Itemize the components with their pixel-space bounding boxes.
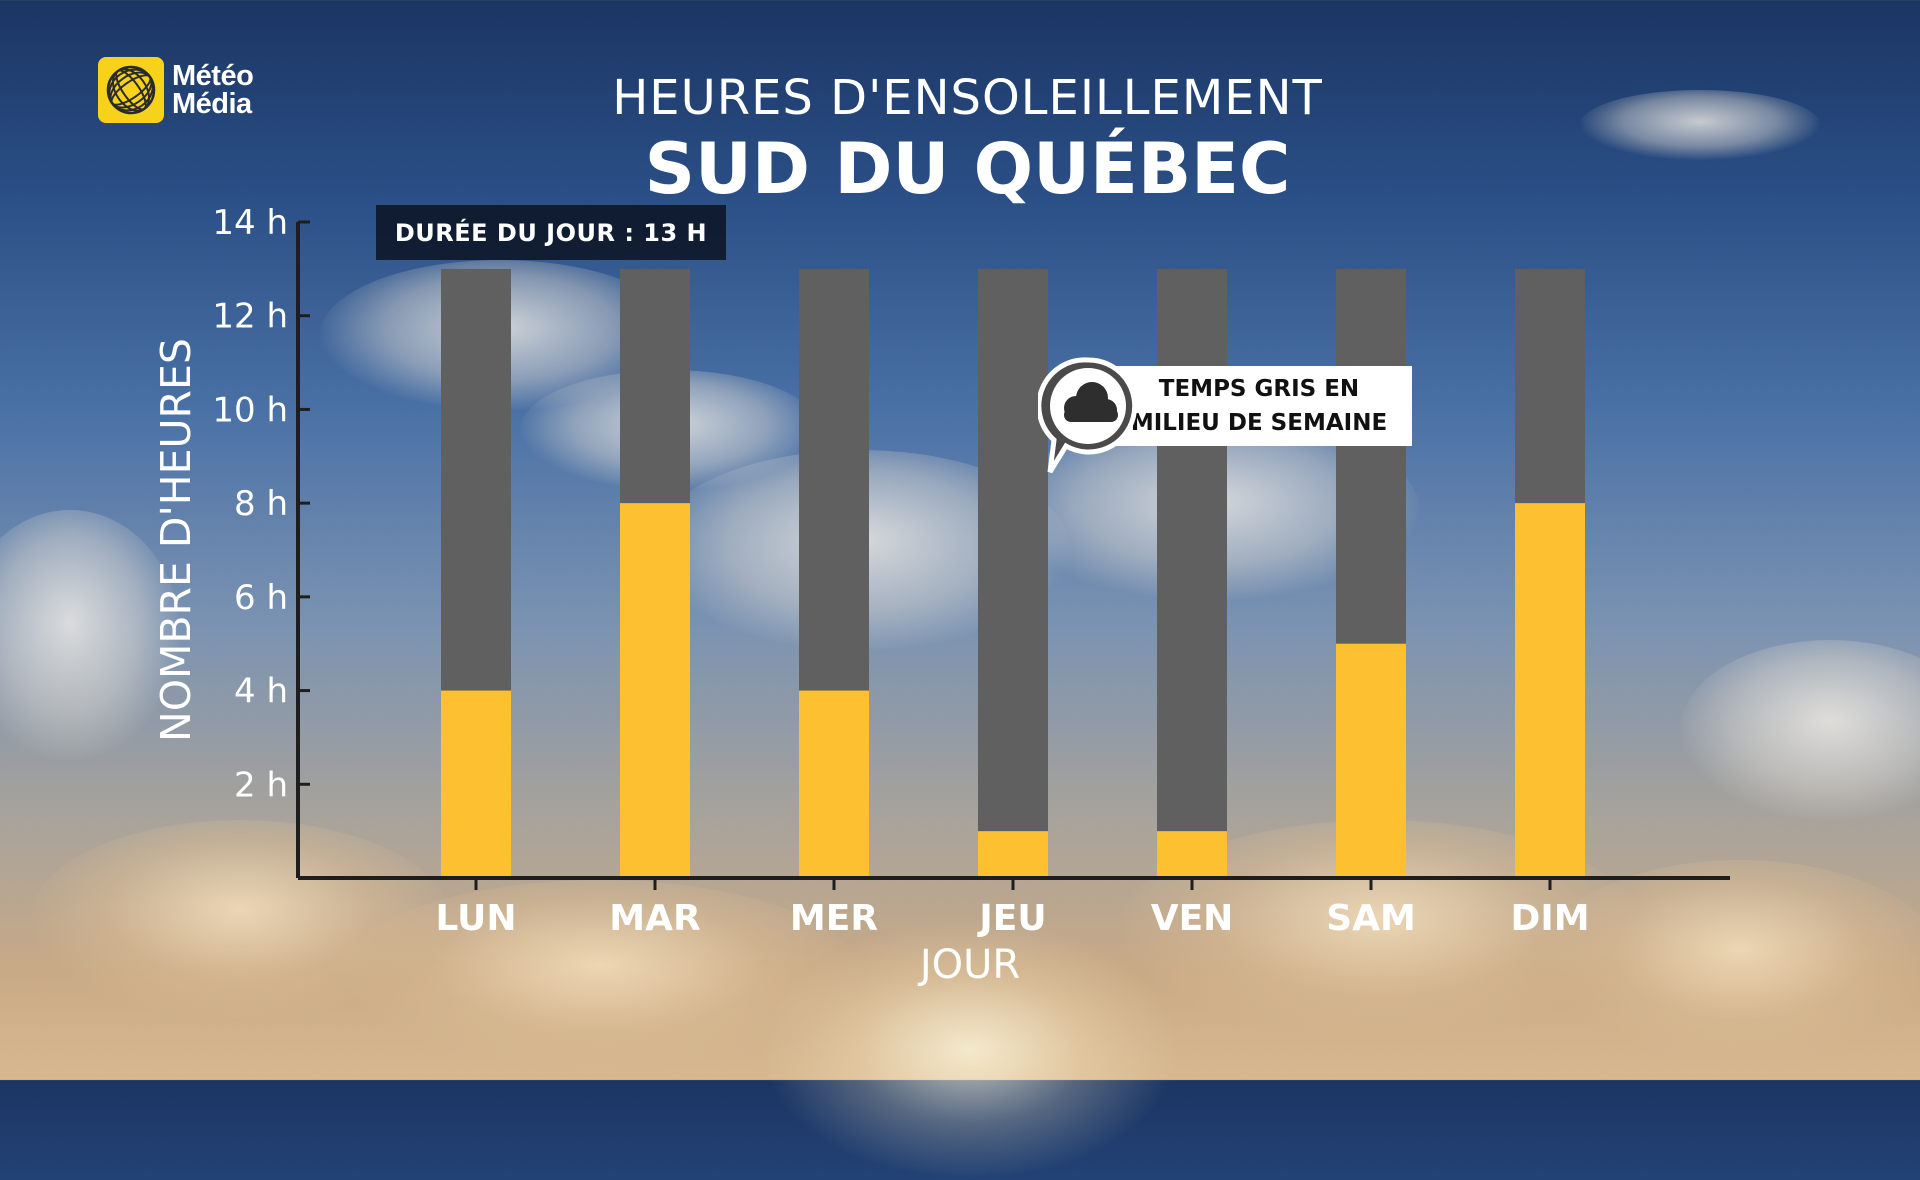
logo-line-1: Météo bbox=[172, 60, 254, 92]
y-tick-label: 2 h bbox=[234, 765, 288, 805]
background-cloud bbox=[1580, 90, 1820, 160]
x-tick-label: JEU bbox=[976, 898, 1046, 939]
logo-wordmark: Météo Média bbox=[172, 60, 254, 120]
day-length-badge: DURÉE DU JOUR : 13 H bbox=[376, 205, 726, 260]
background-cloud bbox=[0, 510, 180, 760]
cloud-icon bbox=[1036, 356, 1138, 480]
x-tick-label: LUN bbox=[435, 898, 516, 939]
sunshine-bar-jeu bbox=[978, 831, 1048, 878]
y-axis-title: NOMBRE D'HEURES bbox=[152, 338, 200, 742]
sunshine-bar-ven bbox=[1157, 831, 1227, 878]
globe-icon bbox=[98, 57, 164, 123]
logo-line-2: Média bbox=[172, 88, 252, 120]
meteomedia-logo: Météo Média bbox=[98, 57, 254, 123]
x-tick-label: MAR bbox=[609, 898, 700, 939]
x-tick-label: SAM bbox=[1326, 898, 1416, 939]
y-tick-label: 14 h bbox=[212, 203, 288, 243]
x-tick-label: VEN bbox=[1151, 898, 1234, 939]
y-tick-label: 12 h bbox=[212, 297, 288, 337]
sunshine-bar-sam bbox=[1336, 643, 1406, 878]
callout-box bbox=[1106, 366, 1412, 446]
y-tick-label: 10 h bbox=[212, 390, 288, 430]
chart-title: HEURES D'ENSOLEILLEMENT bbox=[612, 70, 1323, 126]
sunshine-bar-chart: LUN MAR MER JEU VEN SAM DIM 2 h 4 h 6 h 8 h 10 h 12 … bbox=[212, 203, 1730, 939]
chart-subtitle: SUD DU QUÉBEC bbox=[644, 128, 1291, 210]
background-cloud bbox=[1680, 640, 1920, 820]
y-tick-label: 6 h bbox=[234, 578, 288, 618]
daylight-bar-jeu bbox=[978, 268, 1048, 878]
sunshine-bar-dim bbox=[1515, 503, 1585, 878]
daylight-bar-ven bbox=[1157, 268, 1227, 878]
background-cloud bbox=[1540, 860, 1920, 1060]
sunshine-bar-mar bbox=[620, 503, 690, 878]
x-tick-label: MER bbox=[790, 898, 878, 939]
y-tick-label: 8 h bbox=[234, 484, 288, 524]
y-tick-label: 4 h bbox=[234, 672, 288, 712]
callout-text: TEMPS GRIS EN MILIEU DE SEMAINE bbox=[1130, 376, 1388, 436]
x-axis-title: JOUR bbox=[919, 942, 1021, 988]
x-tick-label: DIM bbox=[1510, 898, 1589, 939]
sunshine-bar-mer bbox=[799, 690, 869, 878]
sunshine-bar-lun bbox=[441, 690, 511, 878]
